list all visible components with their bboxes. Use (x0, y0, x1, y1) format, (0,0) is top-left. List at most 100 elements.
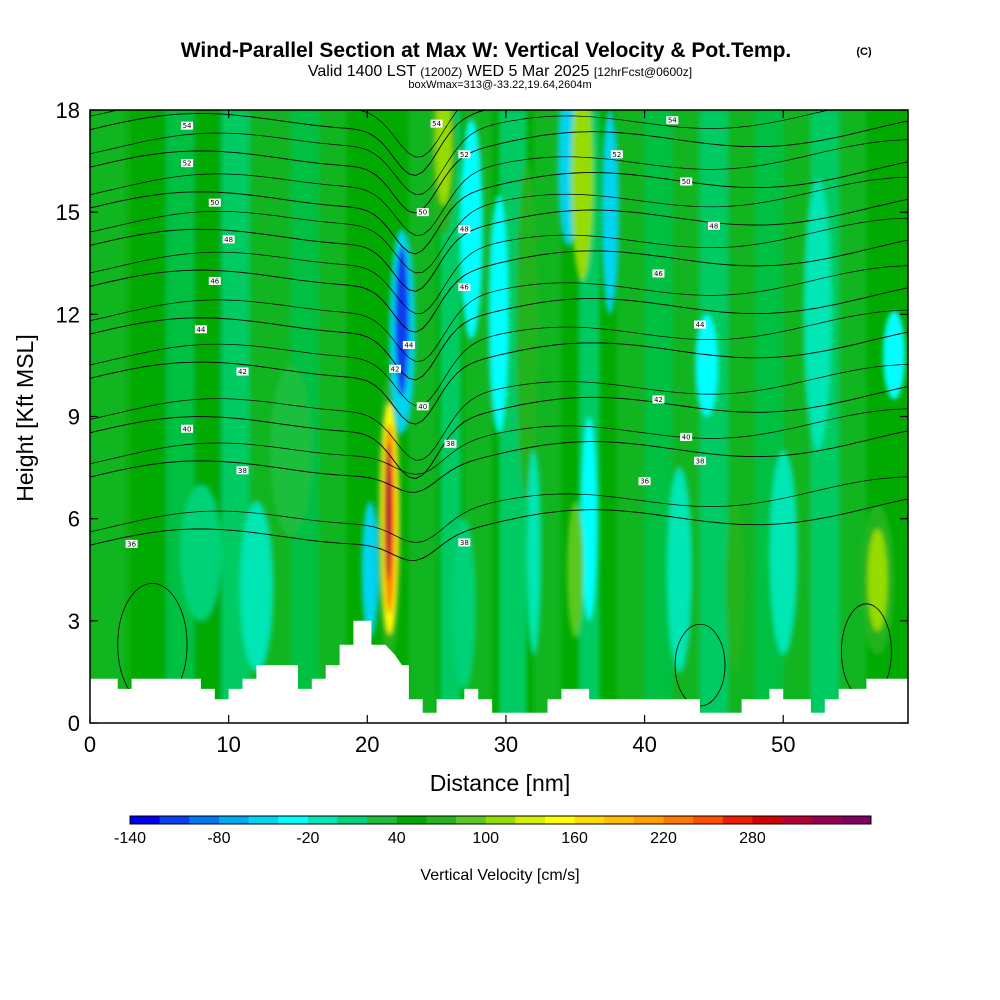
w-feature (695, 314, 719, 417)
colorbar-swatch (396, 816, 427, 824)
chart-title: Wind-Parallel Section at Max W: Vertical… (181, 39, 792, 62)
theta-label-bg (236, 367, 249, 376)
theta-contour-line (90, 331, 908, 425)
w-feature (566, 501, 584, 638)
theta-label: 44 (196, 326, 205, 334)
theta-contour-line (90, 110, 831, 195)
theta-contour-line (90, 408, 908, 475)
theta-contours (90, 110, 908, 707)
colorbar-swatch (574, 816, 605, 824)
colorbar-swatch (367, 816, 398, 824)
w-feature (435, 110, 452, 206)
w-feature (239, 501, 274, 672)
w-feature (724, 501, 745, 672)
colorbar-frame (129, 815, 872, 825)
theta-label: 40 (183, 425, 192, 433)
w-feature (515, 161, 538, 502)
subtitle-date: WED 5 Mar 2025 (467, 63, 590, 80)
colorbar-swatch (515, 816, 546, 824)
colorbar-tick-label: 160 (561, 830, 588, 847)
theta-label-bg (402, 340, 415, 349)
colorbar-tick-label: 100 (472, 830, 499, 847)
w-feature (489, 195, 509, 434)
theta-contour-line (90, 110, 487, 176)
theta-label: 36 (127, 540, 136, 548)
x-tick-label: 50 (771, 732, 795, 757)
theta-label-bg (194, 325, 207, 334)
theta-label-bg (416, 208, 429, 217)
y-tick-label: 0 (68, 711, 80, 736)
theta-label-bg (458, 225, 471, 234)
subtitle-forecast: [12hrFcst@0600z] (594, 65, 692, 79)
theta-contour-line (90, 498, 908, 561)
theta-contour-line (90, 239, 908, 333)
x-tick-label: 20 (355, 732, 379, 757)
theta-contour-line (90, 386, 908, 480)
theta-label-bg (652, 269, 665, 278)
colorbar-swatch (130, 816, 161, 824)
theta-label-bg (208, 198, 221, 207)
y-tick-label: 6 (68, 507, 80, 532)
theta-label-bg (610, 150, 623, 159)
w-band (124, 110, 167, 723)
y-tick-label: 15 (56, 200, 80, 225)
y-tick-label: 3 (68, 609, 80, 634)
theta-label: 38 (460, 539, 469, 547)
x-axis-title: Distance [nm] (430, 770, 571, 796)
theta-label: 46 (460, 284, 469, 292)
colorbar-swatch (722, 816, 753, 824)
w-feature (666, 467, 692, 672)
theta-contour-line (90, 176, 908, 274)
theta-label-bg (638, 477, 651, 486)
w-feature (270, 365, 312, 536)
theta-label-bg (707, 221, 720, 230)
w-feature (867, 528, 888, 632)
x-tick-label: 30 (494, 732, 518, 757)
w-feature (453, 518, 476, 689)
theta-label: 44 (404, 341, 413, 349)
w-feature (180, 484, 222, 621)
box-info: boxWmax=313@-33.22,19.64,2604m (408, 79, 591, 91)
theta-label: 54 (668, 117, 677, 125)
colorbar-swatch (218, 816, 249, 824)
chart-title-mark: (C) (856, 46, 872, 58)
x-tick-label: 10 (216, 732, 240, 757)
w-band (318, 110, 347, 723)
w-feature (769, 450, 798, 655)
theta-label: 46 (654, 270, 663, 278)
theta-contour-line (90, 476, 908, 543)
theta-label: 48 (709, 222, 718, 230)
theta-label-bg (181, 424, 194, 433)
subtitle-valid: Valid 1400 LST (308, 63, 416, 80)
colorbar-swatch (782, 816, 813, 824)
theta-label: 42 (238, 368, 247, 376)
colorbar-swatch (752, 816, 783, 824)
y-tick-label: 12 (56, 302, 80, 327)
colorbar-tick-label: 40 (388, 830, 406, 847)
theta-label: 38 (446, 440, 455, 448)
theta-label: 52 (183, 160, 192, 168)
colorbar-swatch (811, 816, 842, 824)
theta-label-bg (694, 320, 707, 329)
x-axis: 0 10 20 30 40 50 (84, 110, 795, 757)
theta-label: 48 (224, 236, 233, 244)
colorbar-swatch (189, 816, 220, 824)
w-feature (580, 416, 598, 621)
w-feature (883, 310, 906, 400)
colorbar-tick-label: -20 (296, 830, 319, 847)
colorbar-swatch (544, 816, 575, 824)
colorbar-swatch (159, 816, 190, 824)
w-band (616, 110, 645, 723)
w-feature (601, 110, 619, 315)
theta-label-bg (416, 402, 429, 411)
colorbar-swatch (426, 816, 457, 824)
theta-label-bg (666, 116, 679, 125)
chart-subtitle: Valid 1400 LST (1200Z) WED 5 Mar 2025 [1… (308, 63, 692, 80)
colorbar-tick-label: 220 (650, 830, 677, 847)
theta-label: 42 (654, 396, 663, 404)
theta-label: 40 (682, 433, 691, 441)
theta-contour-line (90, 161, 908, 255)
theta-label: 36 (640, 478, 649, 486)
plot-area: 36 38 40 42 44 46 48 50 52 54 54 52 50 48 46 44 42 40 38 36… (90, 110, 908, 723)
